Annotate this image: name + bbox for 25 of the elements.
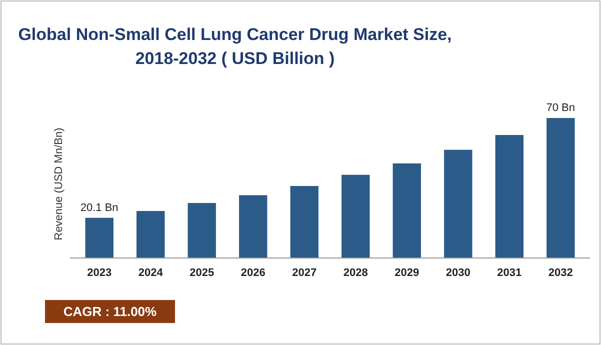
bar	[136, 211, 165, 258]
bar	[239, 195, 268, 258]
data-label: 70 Bn	[546, 102, 576, 114]
x-tick-label: 2031	[497, 267, 522, 279]
x-tick-label: 2030	[446, 267, 470, 279]
y-axis-title: Revenue (USD Mn/Bn)	[53, 128, 65, 240]
bar	[342, 174, 370, 258]
bar	[392, 163, 421, 258]
x-tick-label: 2032	[548, 267, 573, 279]
chart-title: Global Non-Small Cell Lung Cancer Drug Market Size, 2018-2032 ( USD Billion )	[18, 25, 452, 68]
data-label: 20.1 Bn	[80, 202, 118, 214]
bar	[444, 150, 472, 258]
bar	[85, 218, 114, 258]
text: CAGR : 11.00%	[63, 304, 158, 319]
bar	[188, 203, 216, 258]
x-tick-label: 2024	[138, 267, 164, 279]
x-tick-label: 2026	[240, 267, 266, 279]
x-tick-label: 2023	[87, 267, 112, 279]
x-tick-label: 2029	[394, 267, 420, 279]
x-tick-label: 2028	[343, 267, 368, 279]
bar	[546, 118, 575, 258]
x-tick-label: 2027	[292, 267, 317, 279]
bar	[290, 186, 318, 258]
x-tick-label: 2025	[190, 267, 214, 279]
bar	[495, 135, 524, 258]
